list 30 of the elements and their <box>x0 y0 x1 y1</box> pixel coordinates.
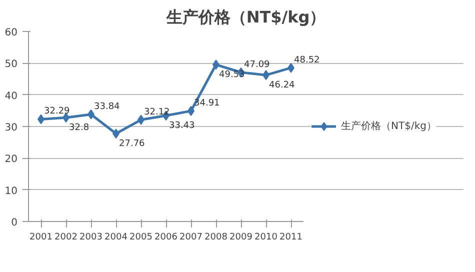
x-tick-label: 2007 <box>180 232 202 242</box>
legend-label: 生产价格（NT$/kg） <box>341 120 436 133</box>
x-tick-label: 2002 <box>54 232 78 242</box>
x-tick-label: 2011 <box>280 232 302 242</box>
x-tick-label: 2005 <box>130 232 152 242</box>
x-tick-label: 2006 <box>154 232 178 242</box>
data-label: 47.09 <box>244 60 270 70</box>
data-label: 48.52 <box>294 55 320 66</box>
y-tick-label: 20 <box>4 154 18 166</box>
x-tick-label: 2004 <box>104 232 128 242</box>
x-tick-label: 2008 <box>204 232 228 242</box>
y-tick-label: 60 <box>4 28 18 38</box>
data-label: 32.12 <box>144 107 170 118</box>
data-label: 49.53 <box>219 70 245 80</box>
data-label: 33.84 <box>94 102 120 112</box>
x-tick-label: 2003 <box>80 232 102 242</box>
data-label: 46.24 <box>269 80 296 91</box>
y-tick-label: 0 <box>11 218 18 228</box>
data-label: 27.76 <box>119 139 146 150</box>
y-tick-label: 30 <box>4 122 18 134</box>
y-tick-label: 50 <box>4 59 18 70</box>
x-tick-label: 2001 <box>30 232 52 242</box>
data-label: 32.29 <box>44 106 70 117</box>
y-tick-label: 10 <box>4 186 18 197</box>
chart-title: 生产价格（NT$/kg） <box>165 8 326 26</box>
y-tick-label: 40 <box>4 90 18 102</box>
x-tick-label: 2010 <box>254 232 278 242</box>
data-label: 33.43 <box>169 121 195 132</box>
x-tick-label: 2009 <box>230 232 253 242</box>
data-label: 32.8 <box>69 123 90 134</box>
